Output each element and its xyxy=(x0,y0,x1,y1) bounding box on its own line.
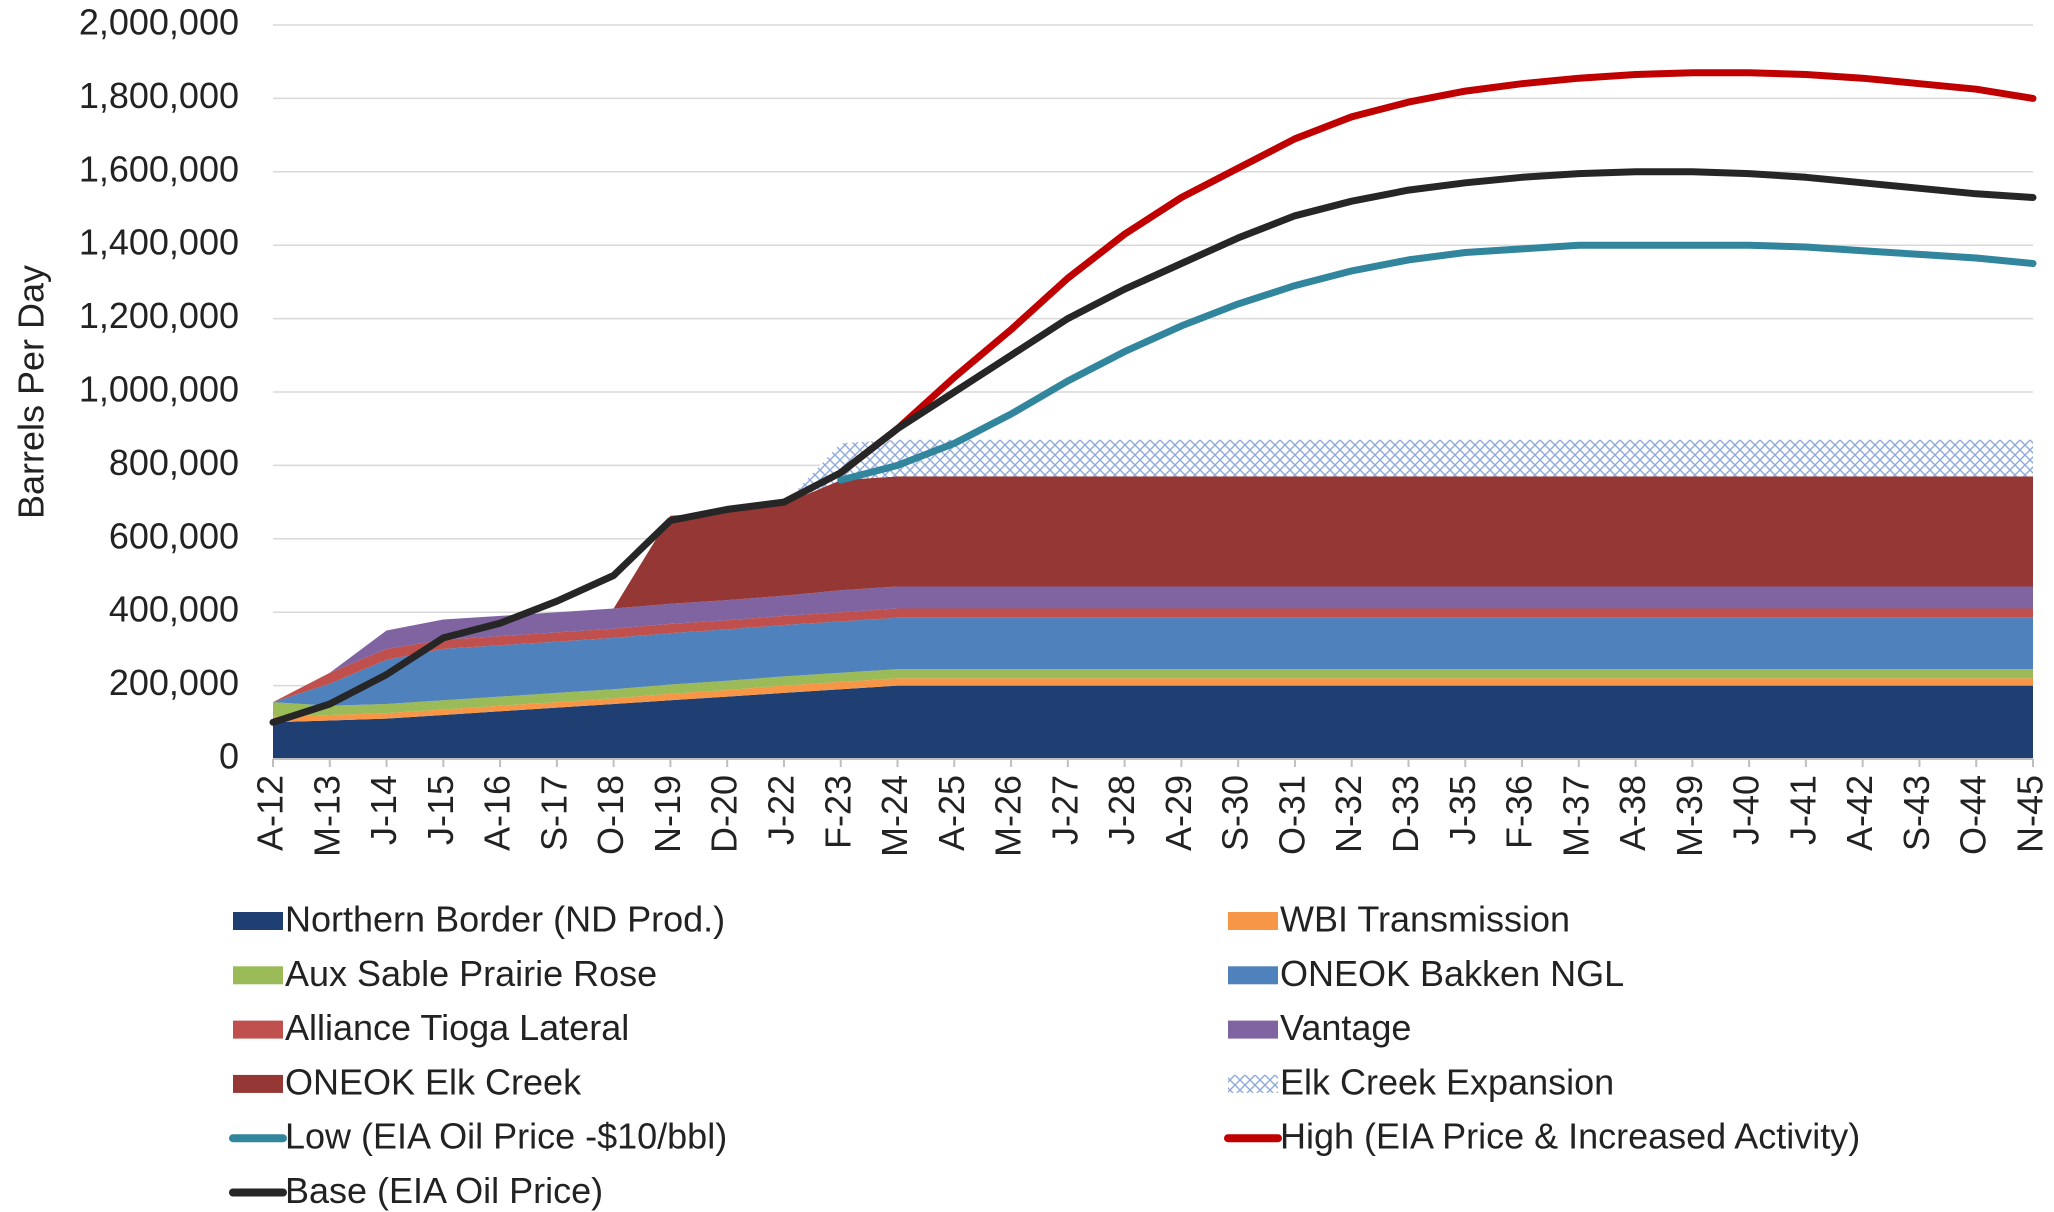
x-tick-label: J-35 xyxy=(1442,775,1483,845)
x-tick-label: D-33 xyxy=(1385,775,1426,853)
area-series xyxy=(273,439,2033,703)
x-tick-label: J-22 xyxy=(760,775,801,845)
area-series xyxy=(273,669,2033,717)
x-tick-label: A-29 xyxy=(1158,775,1199,851)
area-series xyxy=(273,476,2033,703)
y-tick-label: 1,800,000 xyxy=(79,75,239,116)
legend-label: Alliance Tioga Lateral xyxy=(285,1007,629,1048)
x-tick-label: M-26 xyxy=(988,775,1029,857)
legend-swatch xyxy=(1228,912,1278,930)
x-tick-label: J-28 xyxy=(1101,775,1142,845)
legend-label: Aux Sable Prairie Rose xyxy=(285,953,657,994)
legend-label: ONEOK Bakken NGL xyxy=(1280,953,1624,994)
legend-label: Base (EIA Oil Price) xyxy=(285,1170,603,1211)
x-tick-label: O-44 xyxy=(1953,775,1994,855)
x-tick-label: A-12 xyxy=(250,775,291,851)
y-tick-label: 200,000 xyxy=(109,662,239,703)
x-tick-label: A-38 xyxy=(1612,775,1653,851)
line-series xyxy=(837,241,2037,484)
x-tick-label: N-45 xyxy=(2010,775,2051,853)
x-tick-label: A-42 xyxy=(1839,775,1880,851)
legend-label: WBI Transmission xyxy=(1280,899,1570,940)
x-tick-label: A-25 xyxy=(931,775,972,851)
legend-swatch xyxy=(233,966,283,985)
legend-swatch xyxy=(233,1074,283,1093)
x-tick-label: O-31 xyxy=(1271,775,1312,855)
x-tick-label: J-15 xyxy=(420,775,461,845)
x-tick-label: S-30 xyxy=(1215,775,1256,851)
x-tick-label: J-41 xyxy=(1782,775,1823,845)
legend-swatch xyxy=(233,1020,283,1039)
y-tick-label: 1,200,000 xyxy=(79,295,239,336)
y-tick-label: 400,000 xyxy=(109,589,239,630)
area-series xyxy=(273,617,2033,706)
x-tick-label: M-39 xyxy=(1669,775,1710,857)
x-tick-label: F-23 xyxy=(817,775,858,849)
x-tick-label: S-43 xyxy=(1896,775,1937,851)
x-tick-label: M-13 xyxy=(306,775,347,857)
x-tick-label: J-14 xyxy=(363,775,404,845)
y-tick-label: 2,000,000 xyxy=(79,2,239,43)
y-tick-label: 0 xyxy=(219,736,239,777)
legend-label: Northern Border (ND Prod.) xyxy=(285,899,725,940)
x-tick-label: N-32 xyxy=(1328,775,1369,853)
legend-swatch xyxy=(1228,1074,1278,1093)
y-tick-label: 800,000 xyxy=(109,442,239,483)
legend-label: Elk Creek Expansion xyxy=(1280,1061,1614,1102)
legend-swatch xyxy=(1228,966,1278,985)
line-series xyxy=(269,168,2037,726)
legend-swatch xyxy=(1228,1020,1278,1039)
y-tick-label: 1,400,000 xyxy=(79,222,239,263)
x-tick-label: J-27 xyxy=(1044,775,1085,845)
x-tick-label: F-36 xyxy=(1499,775,1540,849)
legend-label: ONEOK Elk Creek xyxy=(285,1061,582,1102)
area-series xyxy=(273,678,2033,723)
area-series xyxy=(273,586,2033,703)
x-tick-label: S-17 xyxy=(533,775,574,851)
legend-label: Vantage xyxy=(1280,1007,1411,1048)
legend-swatch xyxy=(233,912,283,930)
y-tick-label: 1,000,000 xyxy=(79,369,239,410)
legend-label: High (EIA Price & Increased Activity) xyxy=(1280,1116,1860,1157)
x-tick-label: M-24 xyxy=(874,775,915,857)
x-tick-label: J-40 xyxy=(1726,775,1767,845)
y-tick-label: 1,600,000 xyxy=(79,148,239,189)
x-tick-label: A-16 xyxy=(477,775,518,851)
y-tick-label: 600,000 xyxy=(109,515,239,556)
y-axis-label: Barrels Per Day xyxy=(11,265,52,519)
x-tick-label: N-19 xyxy=(647,775,688,853)
line-series xyxy=(837,69,2037,477)
x-tick-label: O-18 xyxy=(590,775,631,855)
area-series xyxy=(273,685,2033,759)
x-tick-label: D-20 xyxy=(704,775,745,853)
legend-label: Low (EIA Oil Price -$10/bbl) xyxy=(285,1116,727,1157)
x-tick-label: M-37 xyxy=(1555,775,1596,857)
